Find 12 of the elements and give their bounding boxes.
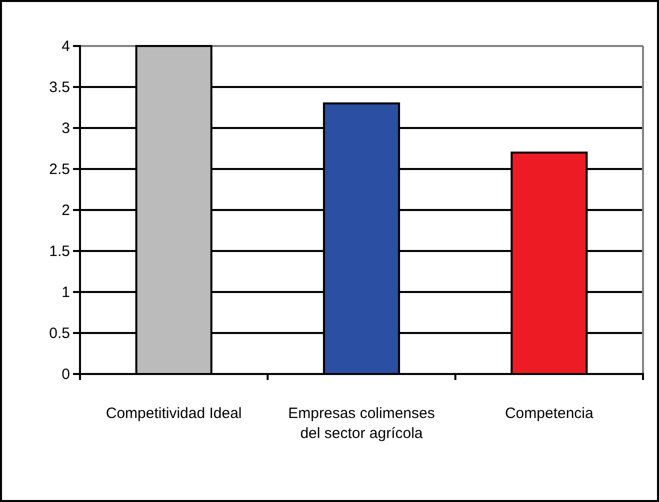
y-tick-label: 2.5	[49, 160, 70, 178]
y-tick-label: 0	[62, 366, 70, 383]
x-tick-label: Competencia	[504, 405, 594, 422]
y-tick-label: 1.5	[49, 242, 70, 260]
x-tick-label: Empresas colimenses del sector agrícola	[288, 405, 435, 442]
y-tick-label: 4	[62, 38, 70, 55]
y-tick-label: 0.5	[49, 324, 70, 342]
y-tick-label: 2	[62, 202, 70, 219]
y-tick-label: 1	[62, 284, 70, 301]
x-tick-label: Competitividad Ideal	[106, 405, 242, 422]
y-tick-label: 3.5	[49, 78, 70, 96]
y-tick-label: 3	[62, 120, 70, 137]
